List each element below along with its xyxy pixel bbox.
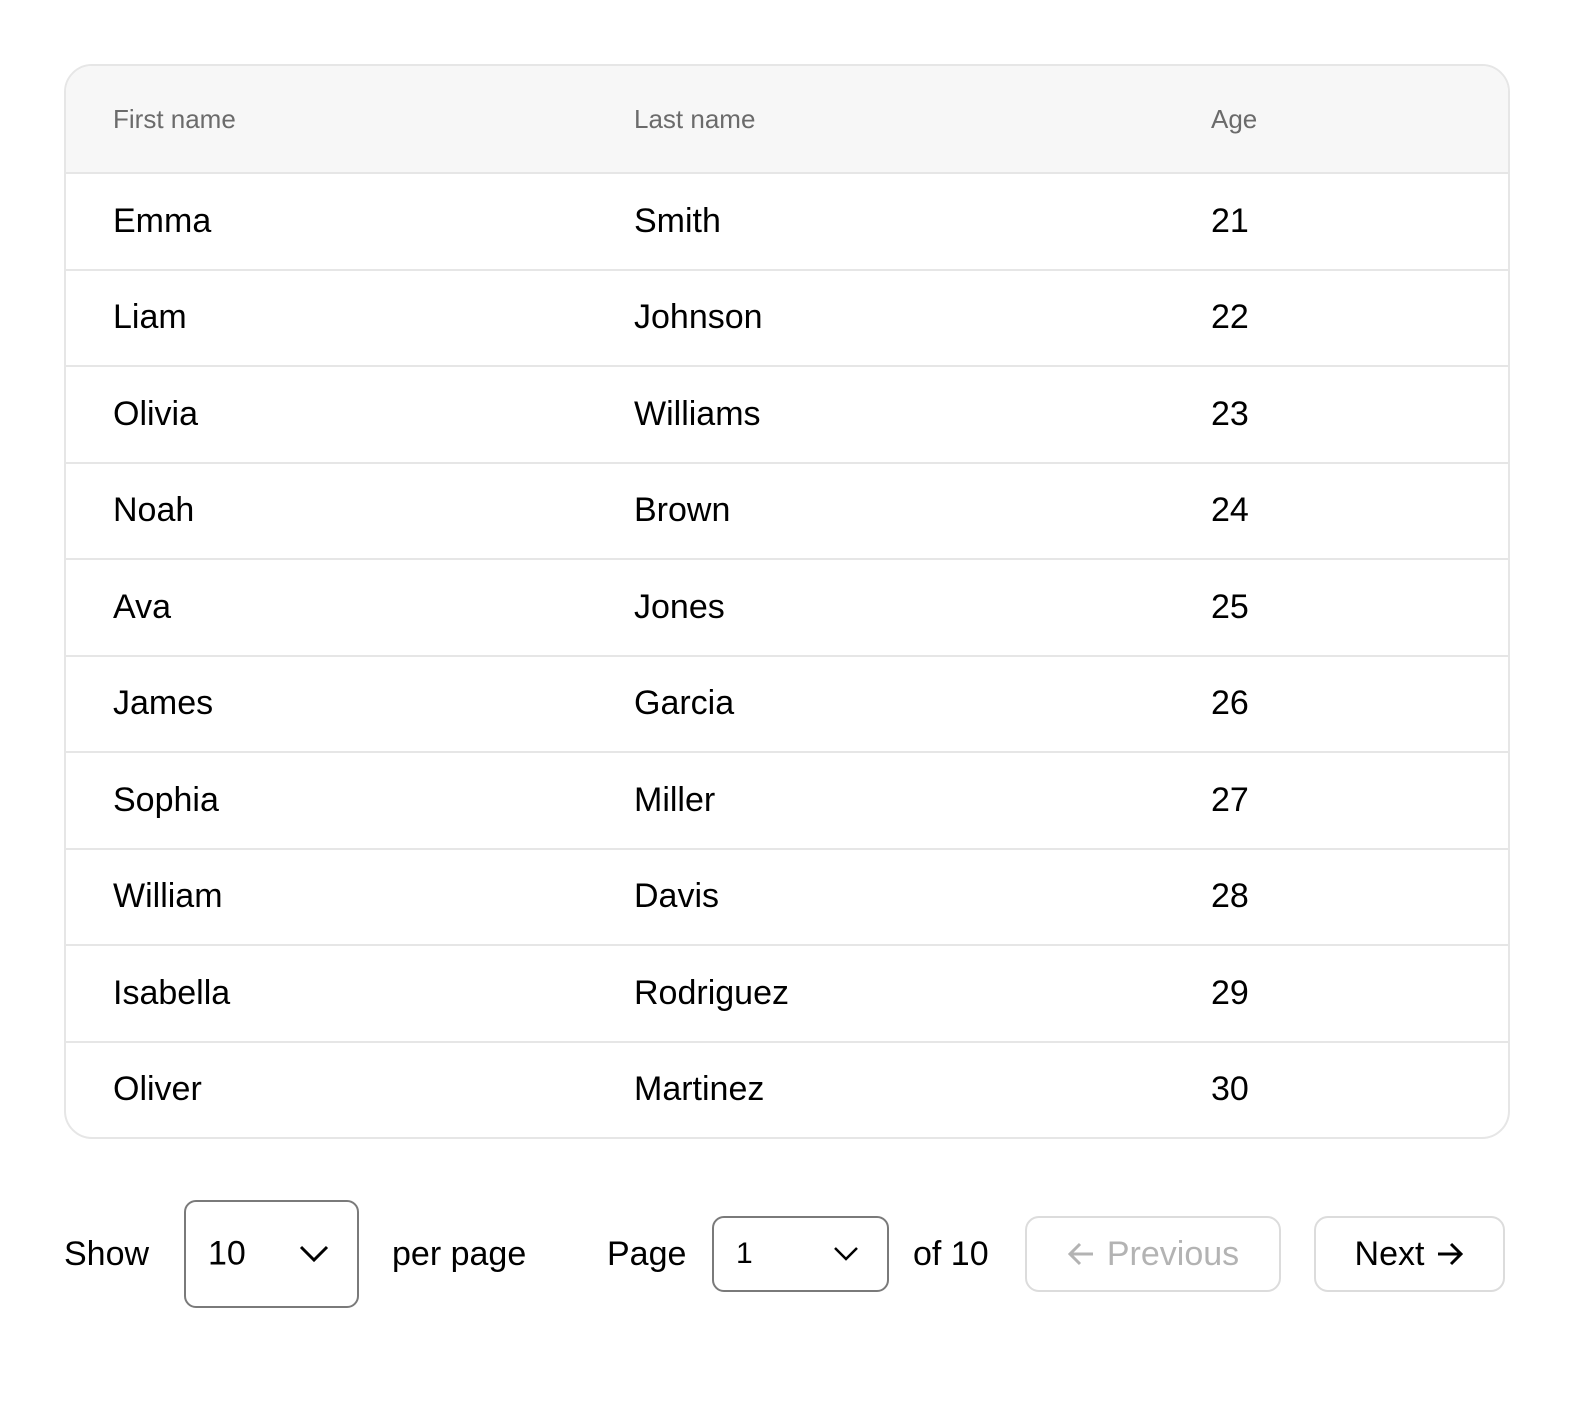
previous-button[interactable]: Previous: [1025, 1216, 1281, 1292]
cell-age: 29: [1211, 973, 1249, 1012]
data-table: First name Last name Age Emma Smith 21 Liam…: [64, 64, 1510, 1139]
page-label: Page: [607, 1235, 687, 1273]
current-page-value: 1: [736, 1237, 753, 1270]
table-row: Oliver Martinez 30: [66, 1040, 1508, 1138]
per-page-label: per page: [392, 1235, 527, 1273]
cell-first-name: Ava: [113, 587, 171, 626]
table-row: Ava Jones 25: [66, 558, 1508, 655]
table-row: Noah Brown 24: [66, 461, 1508, 559]
cell-age: 23: [1211, 394, 1249, 433]
cell-first-name: Liam: [113, 298, 187, 337]
cell-age: 26: [1211, 684, 1249, 723]
cell-first-name: James: [113, 684, 214, 723]
cell-last-name: Martinez: [634, 1070, 765, 1109]
table-row: James Garcia 26: [66, 654, 1508, 752]
column-header-age[interactable]: Age: [1211, 103, 1258, 134]
next-button[interactable]: Next: [1314, 1216, 1505, 1292]
cell-first-name: Noah: [113, 491, 195, 530]
table-row: William Davis 28: [66, 847, 1508, 945]
arrow-left-icon: [1067, 1242, 1093, 1266]
cell-last-name: Jones: [634, 587, 725, 626]
cell-first-name: Sophia: [113, 780, 219, 819]
cell-last-name: Johnson: [634, 298, 763, 337]
table-row: Isabella Rodriguez 29: [66, 944, 1508, 1041]
cell-first-name: Isabella: [113, 973, 231, 1012]
table-body: Emma Smith 21 Liam Johnson 22 Olivia Williams 23…: [66, 172, 1508, 1137]
next-label: Next: [1354, 1234, 1425, 1273]
cell-age: 27: [1211, 780, 1249, 819]
cell-last-name: Davis: [634, 877, 720, 916]
cell-age: 21: [1211, 201, 1249, 240]
pagination-bar: Show 10 per page Page 1 of 10 Previous N…: [0, 1200, 1596, 1308]
cell-age: 24: [1211, 491, 1249, 530]
cell-age: 30: [1211, 1070, 1249, 1109]
previous-label: Previous: [1106, 1234, 1240, 1273]
arrow-right-icon: [1438, 1242, 1464, 1266]
cell-first-name: Olivia: [113, 394, 199, 433]
cell-last-name: Williams: [634, 394, 761, 433]
cell-first-name: William: [113, 877, 223, 916]
show-label: Show: [64, 1235, 150, 1273]
table-row: Olivia Williams 23: [66, 365, 1508, 462]
cell-last-name: Smith: [634, 201, 721, 240]
cell-last-name: Brown: [634, 491, 731, 530]
column-header-last-name[interactable]: Last name: [634, 103, 756, 134]
chevron-down-icon: [299, 1245, 329, 1263]
cell-age: 28: [1211, 877, 1249, 916]
chevron-down-icon: [834, 1247, 858, 1261]
column-header-first-name[interactable]: First name: [113, 103, 236, 134]
page-select[interactable]: 1: [712, 1216, 889, 1292]
table-row: Emma Smith 21: [66, 172, 1508, 269]
cell-last-name: Rodriguez: [634, 973, 789, 1012]
page-total-label: of 10: [913, 1235, 989, 1273]
cell-first-name: Oliver: [113, 1070, 202, 1109]
cell-age: 25: [1211, 587, 1249, 626]
table-row: Liam Johnson 22: [66, 268, 1508, 366]
cell-last-name: Garcia: [634, 684, 735, 723]
table-header: First name Last name Age: [66, 66, 1508, 172]
cell-age: 22: [1211, 298, 1249, 337]
page-size-value: 10: [208, 1234, 246, 1273]
cell-last-name: Miller: [634, 780, 716, 819]
cell-first-name: Emma: [113, 201, 212, 240]
table-row: Sophia Miller 27: [66, 751, 1508, 848]
page-size-select[interactable]: 10: [184, 1200, 359, 1308]
